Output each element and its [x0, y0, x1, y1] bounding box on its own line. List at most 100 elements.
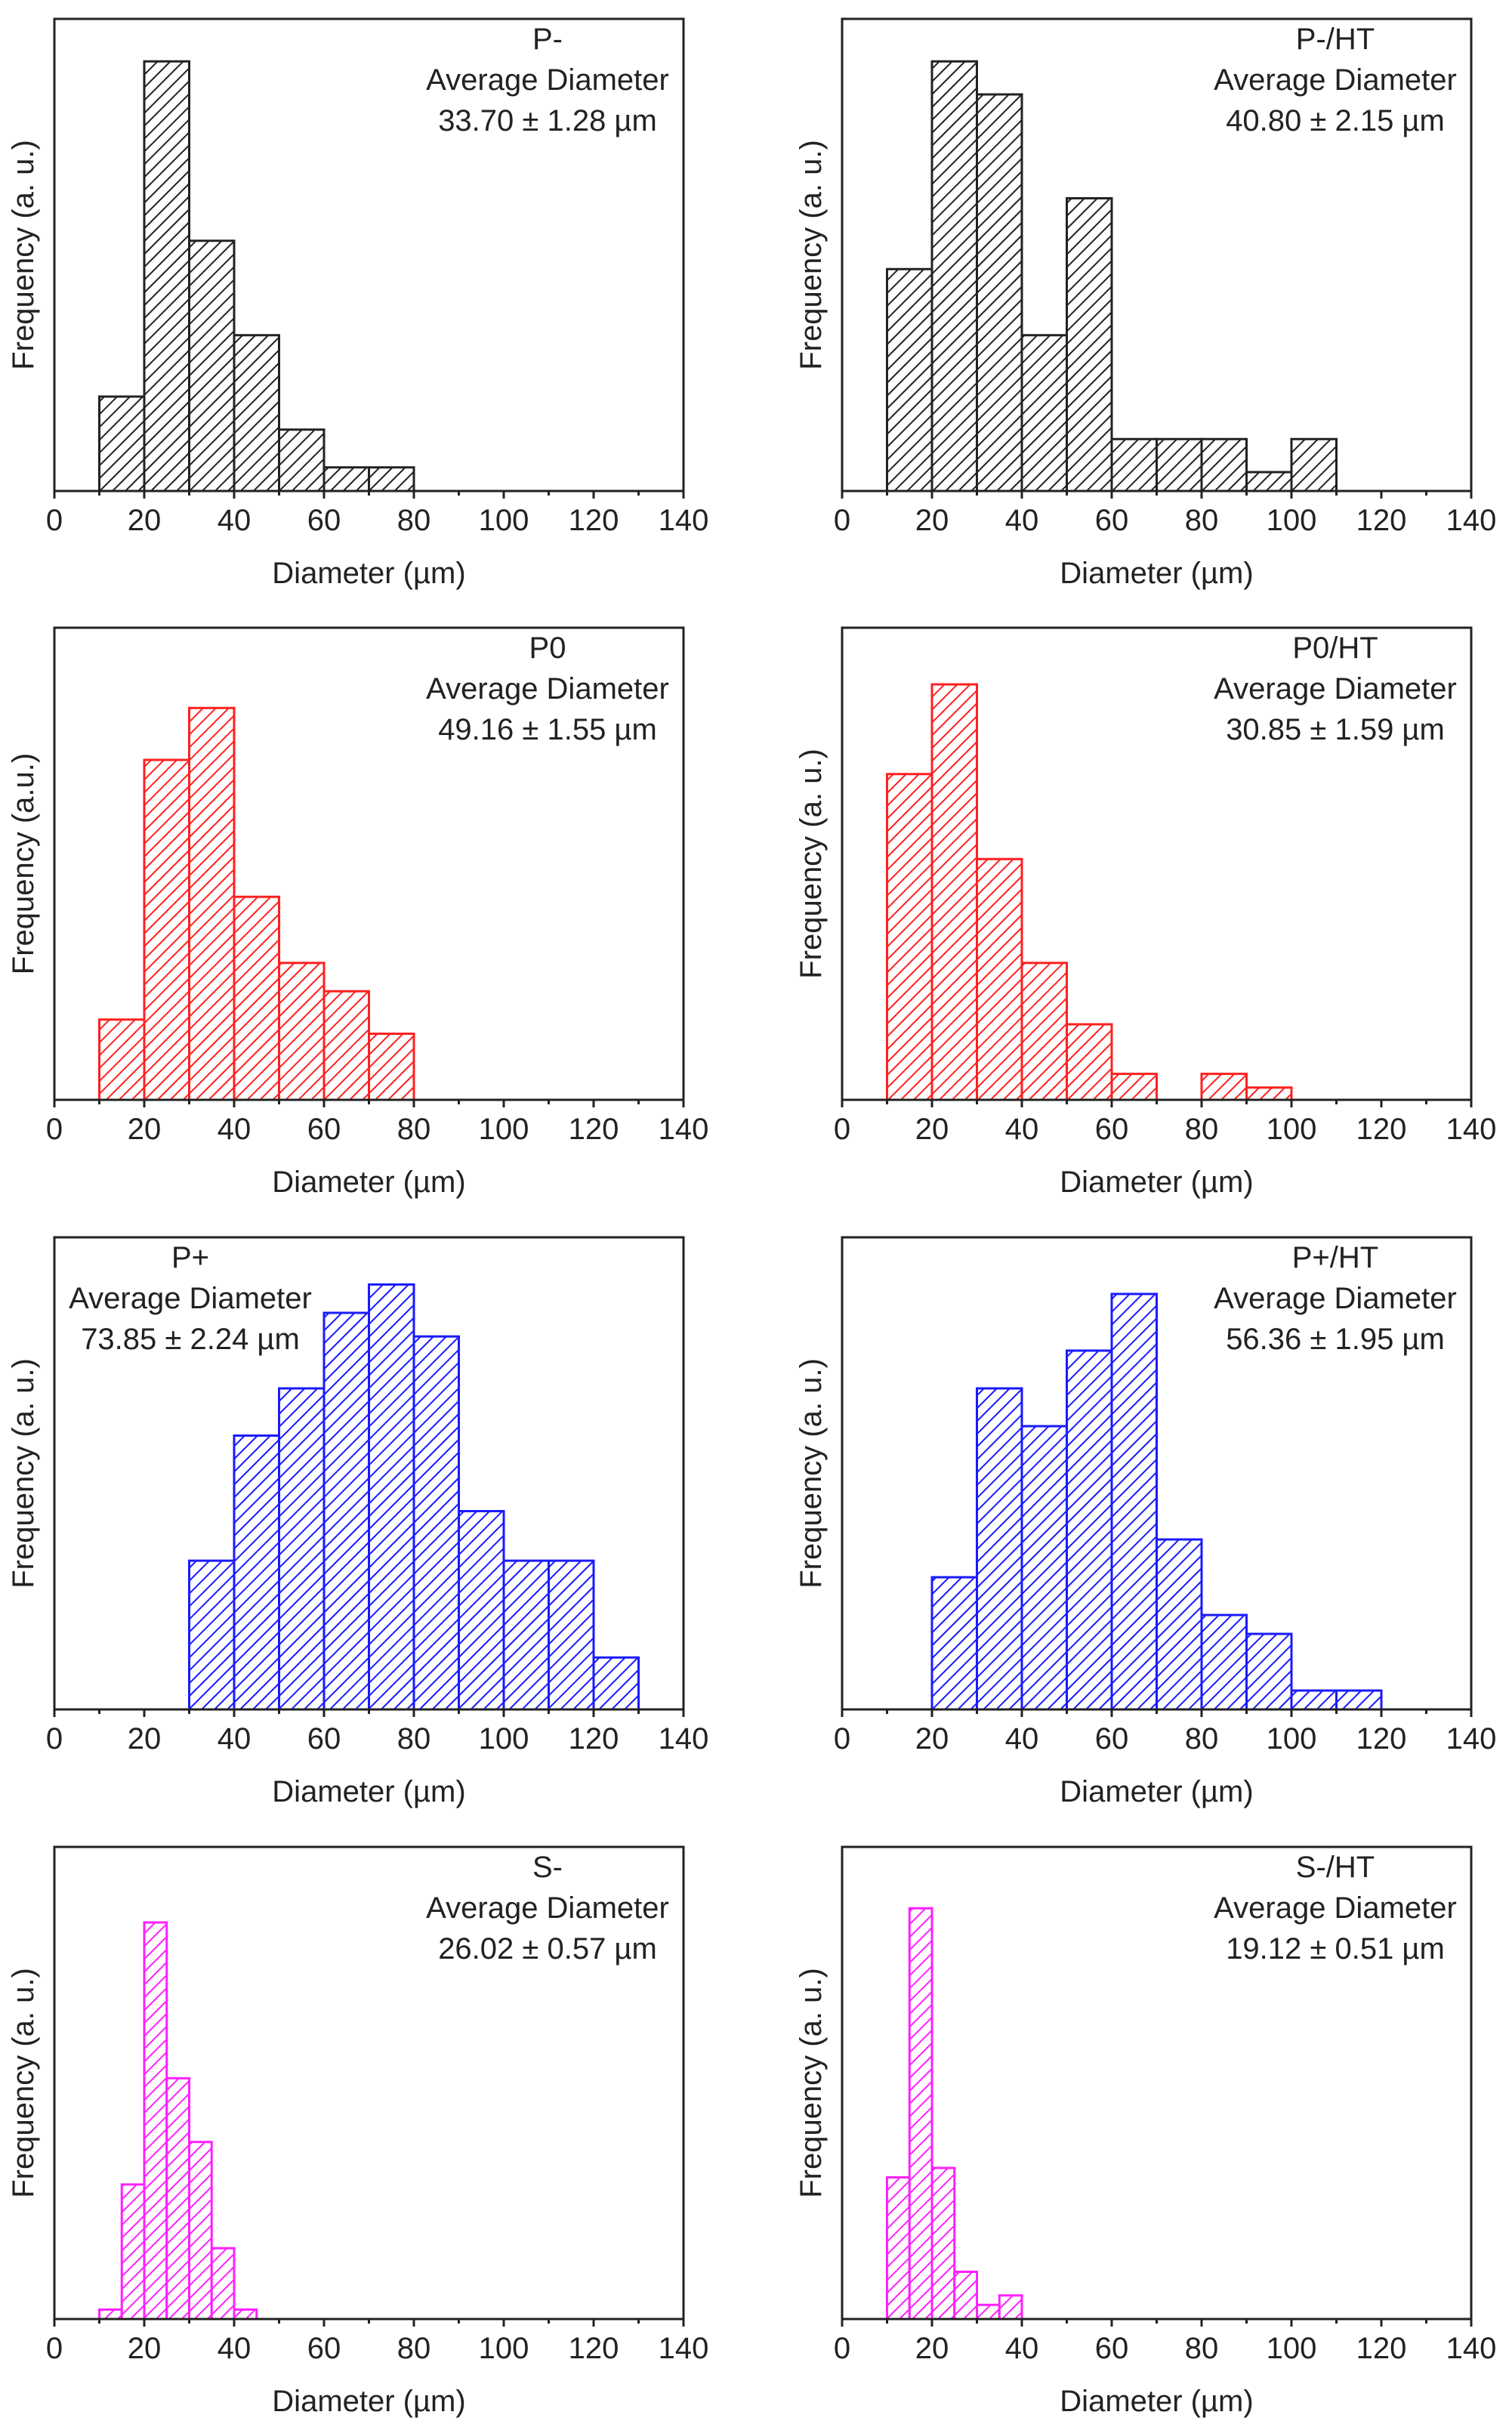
histogram-bar [1110, 1292, 1158, 1711]
x-tick-label: 60 [307, 1113, 341, 1146]
x-tick-label: 20 [128, 1113, 162, 1146]
average-diameter-label: Average Diameter [1214, 672, 1457, 706]
histogram-panel-sht: 0 20 40 60 80 100 120 140 Diameter (µm) Frequency… [795, 1845, 1497, 2418]
x-tick-label: 0 [46, 504, 63, 537]
histogram-bar [953, 2271, 978, 2321]
histogram-bar [412, 1335, 460, 1711]
histogram-bar [233, 1434, 280, 1711]
x-tick-label: 40 [1005, 2332, 1039, 2365]
x-tick-label: 0 [834, 1722, 850, 1756]
x-tick-label: 100 [1267, 1113, 1317, 1146]
x-tick-label: 20 [915, 1722, 949, 1756]
x-tick-label: 80 [1185, 2332, 1219, 2365]
average-diameter-label: Average Diameter [426, 1891, 669, 1925]
x-tick-label: 0 [46, 1113, 63, 1146]
histogram-bar [1335, 1689, 1383, 1711]
x-tick-label: 20 [128, 2332, 162, 2365]
x-axis-label: Diameter (µm) [272, 1775, 465, 1808]
histogram-bar [1110, 437, 1158, 493]
histogram-bar [1020, 334, 1068, 493]
histogram-bar [886, 773, 933, 1101]
x-tick-label: 100 [1267, 504, 1317, 537]
y-axis-label: Frequency (a.u.) [7, 753, 40, 974]
y-axis-label: Frequency (a. u.) [795, 1968, 828, 2198]
x-tick-label: 120 [1356, 504, 1407, 537]
average-diameter-label: Average Diameter [1214, 1282, 1457, 1315]
histogram-bar [143, 1921, 168, 2321]
histogram-panel-p: 0 20 40 60 80 100 120 140 Diameter (µm) Frequency… [7, 17, 709, 590]
histogram-bar [143, 758, 190, 1101]
x-tick-label: 100 [479, 1722, 529, 1756]
histogram-bar [368, 466, 415, 493]
x-tick-label: 40 [1005, 504, 1039, 537]
histogram-bar [322, 1311, 370, 1711]
average-diameter-value: 73.85 ± 2.24 µm [81, 1323, 300, 1356]
y-axis-label: Frequency (a. u.) [7, 1968, 40, 2198]
average-diameter-value: 30.85 ± 1.59 µm [1226, 713, 1445, 746]
x-tick-label: 60 [1095, 2332, 1129, 2365]
x-tick-label: 60 [307, 2332, 341, 2365]
histogram-bar [1245, 1086, 1293, 1101]
histogram-bar [1290, 1689, 1338, 1711]
x-tick-label: 80 [1185, 504, 1219, 537]
average-diameter-value: 26.02 ± 0.57 µm [438, 1932, 657, 1966]
x-tick-label: 140 [1446, 2332, 1497, 2365]
x-axis-label: Diameter (µm) [1060, 2385, 1253, 2418]
histogram-panel-p0ht: 0 20 40 60 80 100 120 140 Diameter (µm) Frequency… [795, 626, 1496, 1199]
histogram-bar [143, 60, 190, 493]
x-tick-label: 100 [479, 1113, 529, 1146]
histogram-bar [188, 706, 236, 1101]
x-tick-label: 140 [1446, 1722, 1497, 1756]
histogram-bar [1020, 1425, 1068, 1711]
average-diameter-label: Average Diameter [426, 672, 669, 706]
x-tick-label: 60 [307, 1722, 341, 1756]
x-tick-label: 120 [569, 1722, 619, 1756]
histogram-bar [98, 395, 146, 493]
x-tick-label: 40 [218, 1113, 251, 1146]
x-tick-label: 140 [659, 2332, 709, 2365]
x-tick-label: 40 [1005, 1113, 1039, 1146]
y-axis-label: Frequency (a. u.) [795, 749, 828, 979]
x-tick-label: 80 [1185, 1113, 1219, 1146]
histogram-panel-pht: 0 20 40 60 80 100 120 140 Diameter (µm) Frequency… [795, 1236, 1497, 1808]
x-tick-label: 20 [128, 1722, 162, 1756]
histogram-bar [120, 2183, 146, 2321]
histogram-bar [930, 60, 978, 493]
x-tick-label: 80 [1185, 1722, 1219, 1756]
histogram-bar [1156, 437, 1203, 493]
x-tick-label: 60 [307, 504, 341, 537]
y-axis-label: Frequency (a. u.) [795, 140, 828, 370]
histogram-bar [458, 1510, 505, 1711]
histogram-bar [930, 2166, 956, 2321]
histogram-bar [1066, 1349, 1113, 1711]
histogram-bar [233, 895, 280, 1101]
sample-label: P- [532, 23, 563, 56]
x-tick-label: 80 [397, 2332, 431, 2365]
histogram-bar [1245, 471, 1293, 493]
x-tick-label: 120 [1356, 1722, 1407, 1756]
histogram-panel-p0: 0 20 40 60 80 100 120 140 Diameter (µm) Frequency… [7, 626, 708, 1199]
histogram-bar [368, 1283, 415, 1711]
x-tick-label: 20 [915, 2332, 949, 2365]
x-axis-label: Diameter (µm) [272, 1166, 465, 1199]
histogram-bar [188, 239, 236, 493]
histogram-bar [98, 1018, 146, 1101]
sample-label: P+ [171, 1241, 209, 1274]
sample-label: P0/HT [1292, 631, 1378, 665]
histogram-bar [322, 990, 370, 1101]
x-tick-label: 100 [479, 504, 529, 537]
x-tick-label: 120 [1356, 2332, 1407, 2365]
histogram-bar [1200, 437, 1248, 493]
average-diameter-value: 56.36 ± 1.95 µm [1226, 1323, 1445, 1356]
x-tick-label: 0 [46, 2332, 63, 2365]
histogram-bar [886, 2176, 911, 2321]
x-tick-label: 140 [659, 504, 709, 537]
histogram-bar [1020, 962, 1068, 1101]
average-diameter-label: Average Diameter [426, 63, 669, 97]
x-axis-label: Diameter (µm) [272, 2385, 465, 2418]
x-axis-label: Diameter (µm) [1060, 1775, 1253, 1808]
y-axis-label: Frequency (a. u.) [7, 1358, 40, 1589]
y-axis-label: Frequency (a. u.) [7, 140, 40, 370]
x-tick-label: 80 [397, 504, 431, 537]
histogram-panel-pht: 0 20 40 60 80 100 120 140 Diameter (µm) Frequency… [795, 17, 1496, 590]
